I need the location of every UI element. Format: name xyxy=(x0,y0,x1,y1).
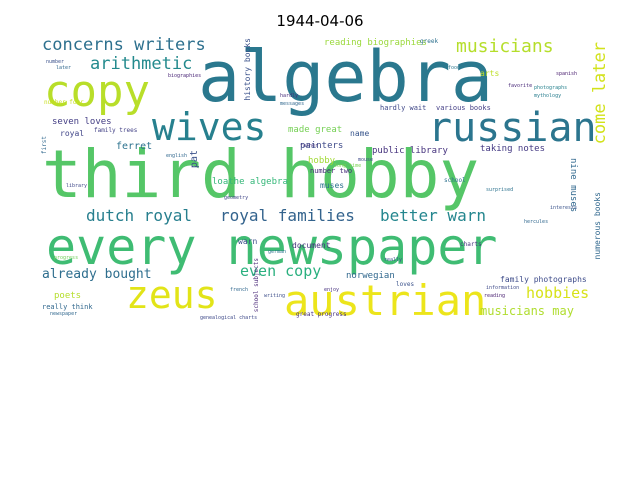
word-musicians-may: musicians may xyxy=(480,304,574,318)
word-even-copy: even copy xyxy=(240,262,322,280)
word-biographies: biographies xyxy=(168,73,202,79)
word-hercules: hercules xyxy=(524,219,549,225)
word-history-books: history books xyxy=(243,38,252,101)
word-taking-notes: taking notes xyxy=(480,144,546,154)
word-zeus: zeus xyxy=(126,273,218,317)
word-numerous-books: numerous books xyxy=(593,192,602,260)
word-school: school xyxy=(444,177,466,184)
word-reading: reading xyxy=(484,293,506,299)
word-dutch-royal: dutch royal xyxy=(86,206,192,225)
figure-title: 1944-04-06 xyxy=(276,12,364,30)
word-pat: pat xyxy=(189,150,200,169)
word-number-two: number two xyxy=(310,167,353,175)
word-charts: charts xyxy=(460,241,482,248)
word-muses: muses xyxy=(320,181,345,190)
word-public-library: public library xyxy=(372,146,448,156)
word-information: information xyxy=(486,285,520,291)
word-long-time: long time xyxy=(334,163,362,169)
word-french: french xyxy=(230,287,249,293)
word-norwegian: norwegian xyxy=(346,271,395,281)
word-progress: progress xyxy=(54,255,79,261)
word-russian: russian xyxy=(428,105,597,151)
word-great-progress: great progress xyxy=(296,311,347,318)
word-musicians: musicians xyxy=(456,36,554,57)
word-english: english xyxy=(166,153,188,159)
word-hardly-wait: hardly wait xyxy=(380,104,427,112)
word-hobby: hobby xyxy=(308,156,336,166)
word-already-bought: already bought xyxy=(42,267,152,282)
word-family-photographs: family photographs xyxy=(500,275,587,284)
word-mythology: mythology xyxy=(534,93,562,99)
word-arts: arts xyxy=(480,69,500,78)
word-surprised: surprised xyxy=(486,187,514,193)
word-photographs: photographs xyxy=(534,85,568,91)
word-hardly: hardly xyxy=(280,93,299,99)
word-greek: greek xyxy=(420,38,439,45)
word-ferret: ferret xyxy=(116,141,153,152)
word-come-later: come later xyxy=(590,42,610,145)
word-loathe-algebra: loathe algebra xyxy=(212,177,288,187)
word-first: first xyxy=(41,136,48,155)
word-seven-loves: seven loves xyxy=(52,117,112,127)
word-warn: warn xyxy=(238,237,258,246)
word-food: food xyxy=(448,65,461,71)
word-newspaper: newspaper xyxy=(50,311,78,317)
word-arithmetic: arithmetic xyxy=(90,54,193,74)
word-royal: royal xyxy=(60,129,85,138)
word-really: really xyxy=(384,257,403,263)
word-algebra: algebra xyxy=(198,36,494,118)
word-favorite: favorite xyxy=(508,83,533,89)
word-nine-muses: nine muses xyxy=(568,158,578,213)
word-genealogical-charts: genealogical charts xyxy=(200,315,258,321)
word-geometry: geometry xyxy=(224,195,249,201)
word-every-newspaper: every newspaper xyxy=(46,218,498,276)
word-better-warn: better warn xyxy=(380,206,486,225)
word-writing: writing xyxy=(264,293,286,299)
word-copy: copy xyxy=(44,66,150,117)
word-hobbies: hobbies xyxy=(526,284,590,302)
word-mouse: mouse xyxy=(358,157,374,163)
word-cloud: third hobby every newspaper algebra aust… xyxy=(40,36,616,324)
word-various-books: various books xyxy=(436,104,491,112)
word-made-great: made great xyxy=(288,125,343,135)
word-wives: wives xyxy=(152,105,267,149)
word-library: library xyxy=(66,183,88,189)
word-spanish: spanish xyxy=(556,71,578,77)
word-enjoy: enjoy xyxy=(324,287,340,293)
word-loves: loves xyxy=(396,281,415,288)
word-later: later xyxy=(56,65,72,71)
word-school-subjects: school subjects xyxy=(253,258,260,313)
word-concerns-writers: concerns writers xyxy=(42,36,206,55)
word-messages: messages xyxy=(280,101,305,107)
word-poets: poets xyxy=(54,291,82,301)
word-royal-families: royal families xyxy=(220,206,355,225)
word-number-four: number four xyxy=(44,99,84,106)
word-painters: painters xyxy=(300,141,344,151)
word-third-hobby: third hobby xyxy=(42,136,480,213)
word-german: german xyxy=(268,249,287,255)
word-austrian: austrian xyxy=(284,276,487,324)
word-family-trees: family trees xyxy=(94,127,138,134)
word-number: number xyxy=(46,59,65,65)
word-really-think: really think xyxy=(42,303,93,311)
word-reading-biographies: reading biographies xyxy=(324,38,427,48)
word-name: name xyxy=(350,129,370,138)
word-father: father xyxy=(300,143,319,149)
word-document: document xyxy=(292,241,331,250)
word-interests: interests xyxy=(550,205,578,211)
